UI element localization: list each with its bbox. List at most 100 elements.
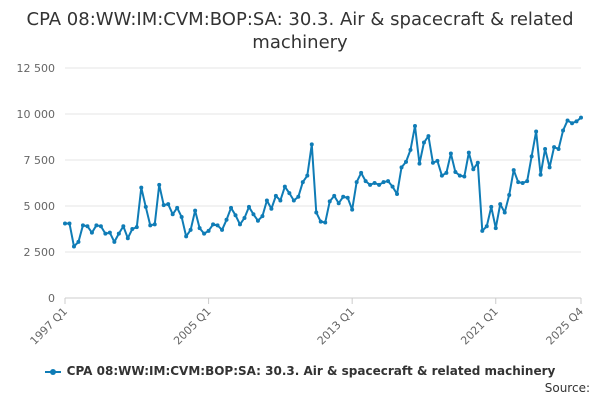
data-point[interactable] xyxy=(354,180,359,185)
data-point[interactable] xyxy=(125,236,130,241)
data-point[interactable] xyxy=(157,182,162,187)
data-point[interactable] xyxy=(255,218,260,223)
data-point[interactable] xyxy=(175,205,180,210)
data-point[interactable] xyxy=(412,123,417,128)
data-point[interactable] xyxy=(386,179,391,184)
data-point[interactable] xyxy=(336,201,341,206)
data-point[interactable] xyxy=(130,227,135,231)
data-point[interactable] xyxy=(457,173,462,178)
data-point[interactable] xyxy=(229,205,234,210)
data-point[interactable] xyxy=(121,224,126,229)
data-point[interactable] xyxy=(318,219,323,224)
data-point[interactable] xyxy=(543,146,548,151)
data-point[interactable] xyxy=(538,172,543,177)
data-point[interactable] xyxy=(341,194,346,199)
data-point[interactable] xyxy=(439,173,444,178)
data-point[interactable] xyxy=(475,160,480,165)
data-point[interactable] xyxy=(139,185,144,190)
data-point[interactable] xyxy=(305,173,310,178)
data-point[interactable] xyxy=(534,129,539,134)
data-point[interactable] xyxy=(143,204,148,209)
data-point[interactable] xyxy=(332,193,337,198)
data-point[interactable] xyxy=(435,158,440,163)
data-point[interactable] xyxy=(116,231,121,236)
data-point[interactable] xyxy=(498,202,503,207)
data-point[interactable] xyxy=(381,180,386,185)
data-point[interactable] xyxy=(552,145,557,150)
data-point[interactable] xyxy=(471,167,476,172)
data-point[interactable] xyxy=(529,154,534,159)
data-point[interactable] xyxy=(489,204,494,209)
data-point[interactable] xyxy=(107,230,112,235)
data-point[interactable] xyxy=(260,214,265,219)
data-point[interactable] xyxy=(444,170,449,175)
data-point[interactable] xyxy=(206,228,211,233)
data-point[interactable] xyxy=(314,210,319,215)
data-point[interactable] xyxy=(273,193,278,198)
data-point[interactable] xyxy=(179,215,184,220)
data-point[interactable] xyxy=(233,213,238,218)
data-point[interactable] xyxy=(417,161,422,166)
data-point[interactable] xyxy=(80,223,85,228)
data-point[interactable] xyxy=(264,198,269,203)
data-point[interactable] xyxy=(71,244,76,249)
data-point[interactable] xyxy=(215,223,220,228)
data-point[interactable] xyxy=(278,198,283,203)
data-point[interactable] xyxy=(395,192,400,197)
data-point[interactable] xyxy=(224,217,229,222)
data-point[interactable] xyxy=(525,179,530,184)
data-point[interactable] xyxy=(363,179,368,184)
data-point[interactable] xyxy=(300,180,305,185)
data-point[interactable] xyxy=(246,204,251,209)
data-point[interactable] xyxy=(462,174,467,179)
data-point[interactable] xyxy=(193,208,198,213)
data-point[interactable] xyxy=(282,184,287,189)
data-point[interactable] xyxy=(327,199,332,204)
data-point[interactable] xyxy=(148,223,153,228)
data-point[interactable] xyxy=(511,168,516,173)
data-point[interactable] xyxy=(570,121,575,126)
data-point[interactable] xyxy=(309,142,314,147)
data-point[interactable] xyxy=(372,181,377,185)
legend[interactable]: CPA 08:WW:IM:CVM:BOP:SA: 30.3. Air & spa… xyxy=(0,364,600,378)
data-point[interactable] xyxy=(502,210,507,215)
data-point[interactable] xyxy=(98,224,103,229)
data-point[interactable] xyxy=(574,119,579,124)
data-point[interactable] xyxy=(421,140,426,145)
data-point[interactable] xyxy=(211,222,216,227)
data-point[interactable] xyxy=(507,192,512,197)
data-point[interactable] xyxy=(85,224,90,229)
data-point[interactable] xyxy=(359,170,364,175)
data-point[interactable] xyxy=(67,221,72,226)
data-point[interactable] xyxy=(377,182,382,187)
data-point[interactable] xyxy=(430,160,435,165)
data-point[interactable] xyxy=(188,227,193,232)
data-point[interactable] xyxy=(390,184,395,189)
data-point[interactable] xyxy=(89,230,94,235)
data-point[interactable] xyxy=(161,203,166,208)
data-point[interactable] xyxy=(520,181,525,185)
data-point[interactable] xyxy=(516,180,521,185)
data-point[interactable] xyxy=(480,228,485,233)
data-point[interactable] xyxy=(166,202,171,207)
data-point[interactable] xyxy=(170,212,175,217)
data-point[interactable] xyxy=(399,165,404,170)
data-point[interactable] xyxy=(565,118,570,123)
data-point[interactable] xyxy=(426,134,431,139)
data-point[interactable] xyxy=(152,222,157,227)
data-point[interactable] xyxy=(448,151,453,156)
data-point[interactable] xyxy=(242,215,247,220)
data-point[interactable] xyxy=(134,225,139,230)
data-point[interactable] xyxy=(323,220,328,225)
data-point[interactable] xyxy=(291,198,296,203)
data-point[interactable] xyxy=(466,150,471,155)
data-point[interactable] xyxy=(269,206,274,211)
data-point[interactable] xyxy=(220,227,225,232)
data-point[interactable] xyxy=(556,146,561,151)
data-point[interactable] xyxy=(345,195,350,200)
data-point[interactable] xyxy=(202,231,207,236)
data-point[interactable] xyxy=(408,147,413,152)
data-point[interactable] xyxy=(561,128,566,133)
data-point[interactable] xyxy=(112,239,117,244)
data-point[interactable] xyxy=(493,226,498,231)
